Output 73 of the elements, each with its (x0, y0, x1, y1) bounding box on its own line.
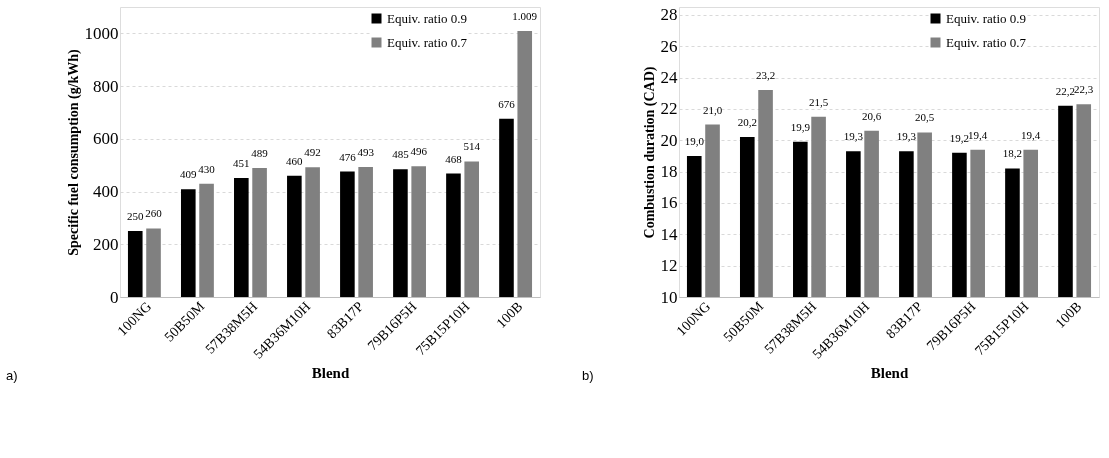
bar (287, 175, 302, 297)
data-label: 21,5 (808, 95, 829, 108)
y-tick-label: 26 (660, 36, 678, 56)
data-label: 19,9 (790, 120, 811, 133)
y-tick-label: 20 (660, 130, 678, 150)
data-label: 451 (233, 157, 250, 170)
y-axis-title: Specific fuel consumption (g/kWh) (65, 48, 82, 256)
legend-label: Equiv. ratio 0.9 (946, 10, 1027, 26)
data-label: 492 (304, 146, 321, 159)
data-label: 19,4 (968, 128, 988, 141)
data-label: 250 (127, 210, 145, 223)
y-tick-label: 16 (660, 193, 678, 213)
y-tick-label: 14 (660, 224, 678, 244)
data-label: 19,2 (949, 131, 970, 144)
y-tick-label: 18 (660, 162, 678, 182)
bar (358, 167, 373, 297)
bar (199, 183, 214, 297)
text: a) (6, 368, 18, 384)
y-tick-label: 12 (660, 256, 678, 276)
data-label: 22,3 (1074, 83, 1094, 96)
data-label: 20,2 (737, 116, 757, 129)
data-label: 1.009 (512, 9, 538, 22)
data-label: 493 (357, 146, 375, 159)
data-label: 468 (445, 152, 463, 165)
data-label: 476 (339, 150, 357, 163)
y-tick-label: 0 (110, 287, 119, 307)
bar (127, 231, 143, 297)
bar (517, 30, 533, 297)
bar (393, 169, 408, 297)
data-label: 409 (180, 168, 198, 181)
data-label: 489 (251, 147, 269, 160)
data-label: 485 (392, 148, 410, 161)
data-label: 20,6 (861, 109, 882, 122)
y-tick-label: 600 (93, 129, 119, 149)
data-label: 19,3 (896, 130, 917, 143)
data-label: 18,2 (1002, 147, 1023, 160)
bar (252, 168, 267, 297)
y-tick-label: 400 (93, 182, 119, 202)
data-label: 496 (410, 145, 428, 158)
data-label: 514 (463, 140, 481, 153)
bar (499, 118, 514, 297)
bar (446, 173, 461, 297)
bar (180, 189, 196, 297)
data-label: 23,2 (755, 69, 776, 82)
x-axis-title: Blend (311, 364, 350, 381)
bar (411, 166, 426, 297)
bar (234, 178, 249, 297)
bar (464, 161, 480, 297)
legend-label: Equiv. ratio 0.7 (946, 34, 1027, 50)
data-label: 19,0 (684, 134, 705, 147)
data-label: 19,3 (843, 130, 864, 143)
data-label: 460 (286, 154, 304, 167)
bar (340, 171, 355, 297)
data-label: 19,4 (1021, 128, 1041, 141)
bar (146, 228, 161, 297)
text: b) (582, 368, 594, 384)
data-label: 21,0 (702, 103, 723, 116)
data-label: 676 (498, 97, 516, 110)
y-tick-label: 1000 (84, 23, 119, 43)
bar (305, 167, 320, 297)
data-label: 260 (145, 207, 163, 220)
y-tick-label: 10 (660, 287, 678, 307)
y-tick-label: 800 (93, 76, 119, 96)
data-label: 20,5 (915, 111, 935, 124)
y-tick-label: 28 (660, 5, 678, 25)
legend-label: Equiv. ratio 0.9 (387, 10, 468, 26)
x-axis-title: Blend (870, 364, 909, 381)
y-tick-label: 22 (660, 99, 678, 119)
y-axis-title: Combustion duration (CAD) (641, 66, 658, 239)
y-tick-label: 24 (660, 68, 678, 88)
y-tick-label: 200 (93, 234, 119, 254)
data-label: 430 (198, 162, 216, 175)
legend-label: Equiv. ratio 0.7 (387, 34, 468, 50)
